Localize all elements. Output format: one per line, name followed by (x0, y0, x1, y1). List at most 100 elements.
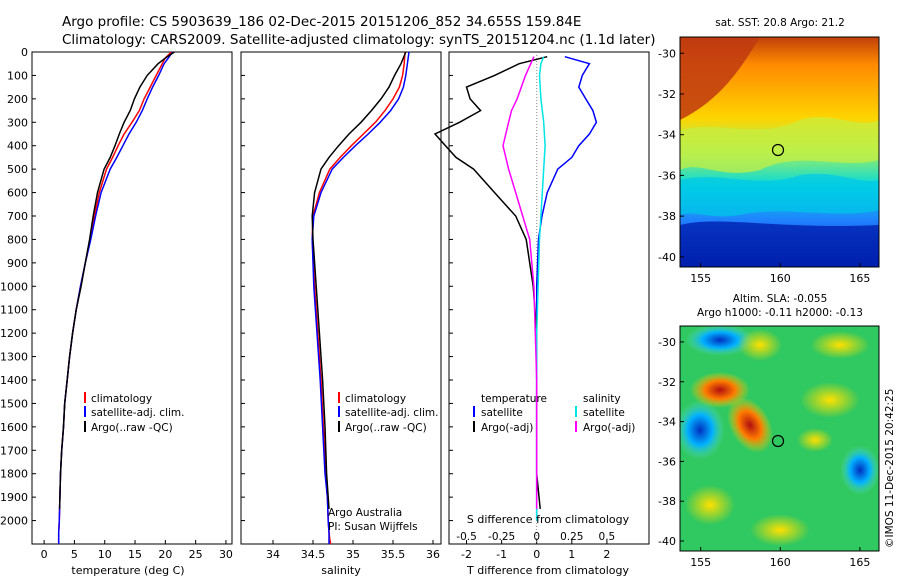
legend-satellite-adj: satellite-adj. clim. (345, 407, 438, 419)
legend-sal-satellite: satellite (583, 407, 625, 419)
x-tick-label: 2 (603, 548, 610, 561)
depth-tick-label: 1600 (0, 421, 28, 434)
depth-tick-label: 1300 (0, 351, 28, 364)
depth-tick-label: 500 (7, 163, 28, 176)
top-tick-label: -0.5 (456, 531, 477, 543)
x-tick-label: 20 (158, 548, 172, 561)
legend-argo: Argo(..raw -QC) (91, 422, 173, 434)
legend-satellite-adj: satellite-adj. clim. (91, 407, 184, 419)
salinity-legend: climatology satellite-adj. clim. Argo(..… (328, 392, 438, 533)
x-tick-label: 34.5 (301, 548, 326, 561)
depth-tick-label: 1800 (0, 468, 28, 481)
series-temperature-argo-adj- (433, 55, 548, 509)
series-salinity-argo-adj- (502, 56, 538, 509)
sla-argo-marker (771, 434, 785, 448)
lat-tick-label: -34 (658, 416, 676, 429)
sst-map-axes: 155 160 165 -30 -32 -34 -36 -38 -40 (658, 47, 870, 285)
x-tick-label: 34 (266, 548, 280, 561)
difference-panel-frame (448, 51, 650, 545)
series-salinity-satellite (535, 56, 546, 521)
lat-tick-label: -30 (658, 47, 676, 60)
depth-tick-label: 1200 (0, 327, 28, 340)
sla-map-image (680, 326, 879, 551)
lat-tick-label: -40 (658, 251, 676, 264)
x-tick-label: 35.5 (381, 548, 406, 561)
lon-tick-label: 155 (690, 272, 711, 285)
x-tick-label: 36 (426, 548, 440, 561)
lat-tick-label: -40 (658, 535, 676, 548)
legend-climatology: climatology (345, 393, 406, 405)
depth-tick-label: 2000 (0, 515, 28, 528)
series-climatology (57, 51, 172, 544)
depth-tick-label: 300 (7, 116, 28, 129)
x-tick-label: 30 (219, 548, 233, 561)
depth-tick-label: 100 (7, 69, 28, 82)
series-argo-raw-qc- (311, 51, 407, 509)
x-tick-label: 10 (98, 548, 112, 561)
temperature-xlabel: temperature (deg C) (71, 564, 184, 577)
x-tick-label: 25 (189, 548, 203, 561)
difference-legend: temperature salinity satellite Argo(-adj… (473, 393, 635, 434)
sst-map-frame (679, 36, 880, 268)
depth-tick-label: 200 (7, 93, 28, 106)
depth-tick-label: 1100 (0, 304, 28, 317)
depth-tick-label: 1700 (0, 444, 28, 457)
x-tick-label: 0 (41, 548, 48, 561)
legend-sal-argo: Argo(-adj) (583, 422, 635, 434)
salinity-xlabel: salinity (321, 564, 361, 577)
lat-tick-label: -38 (658, 210, 676, 223)
legend-temp-satellite: satellite (481, 407, 523, 419)
series-argo-raw-qc- (58, 51, 175, 509)
difference-plot: -2 -1 0 1 2 -0.5 -0.25 0 0.25 0.5 (433, 51, 616, 561)
x-tick-label: -1 (496, 548, 507, 561)
legend-argo: Argo(..raw -QC) (345, 422, 427, 434)
x-tick-label: 35 (346, 548, 360, 561)
depth-tick-label: 900 (7, 257, 28, 270)
sla-map-frame (679, 325, 880, 552)
lat-tick-label: -30 (658, 336, 676, 349)
temperature-legend: climatology satellite-adj. clim. Argo(..… (84, 392, 184, 434)
lat-tick-label: -34 (658, 129, 676, 142)
lon-tick-label: 165 (849, 556, 870, 569)
depth-tick-label: 700 (7, 210, 28, 223)
title-line-1: Argo profile: CS 5903639_186 02-Dec-2015… (62, 14, 581, 30)
lon-tick-label: 160 (770, 272, 791, 285)
depth-tick-label: 1400 (0, 374, 28, 387)
lat-tick-label: -32 (658, 88, 676, 101)
sla-map-title-2: Argo h1000: -0.11 h2000: -0.13 (697, 307, 863, 319)
x-tick-label: 0 (533, 548, 540, 561)
x-tick-label: 1 (568, 548, 575, 561)
salinity-panel-frame (240, 51, 442, 545)
difference-xlabel-top: S difference from climatology (467, 513, 630, 526)
lon-tick-label: 160 (770, 556, 791, 569)
top-tick-label: 0 (533, 531, 540, 543)
top-tick-label: 0.5 (599, 531, 616, 543)
legend-climatology: climatology (91, 393, 152, 405)
top-tick-label: -0.25 (488, 531, 515, 543)
series-satellite-adj-clim- (311, 51, 410, 544)
series-satellite-adj-clim- (57, 51, 174, 544)
x-tick-label: -2 (461, 548, 472, 561)
depth-tick-label: 400 (7, 140, 28, 153)
depth-tick-label: 1000 (0, 280, 28, 293)
top-tick-label: 0.25 (560, 531, 583, 543)
annotation-argo-australia: Argo Australia (328, 507, 402, 519)
series-temperature-satellite (535, 55, 598, 521)
legend-title-salinity: salinity (583, 393, 621, 405)
title-line-2: Climatology: CARS2009. Satellite-adjuste… (62, 32, 655, 48)
depth-tick-label: 1900 (0, 491, 28, 504)
annotation-pi: PI: Susan Wijffels (328, 521, 418, 533)
temperature-plot: 0 5 10 15 20 25 30 (32, 51, 233, 561)
depth-tick-label: 1500 (0, 397, 28, 410)
sst-argo-marker (771, 143, 785, 157)
depth-tick-label: 800 (7, 233, 28, 246)
x-tick-label: 15 (128, 548, 142, 561)
x-tick-label: 5 (71, 548, 78, 561)
legend-title-temperature: temperature (481, 393, 547, 405)
legend-temp-argo: Argo(-adj) (481, 422, 533, 434)
difference-xlabel: T difference from climatology (466, 564, 629, 577)
imos-credit: ©IMOS 11-Dec-2015 20:42:25 (884, 389, 896, 548)
sst-map-image (680, 37, 879, 267)
salinity-plot: 34 34.5 35 35.5 36 (241, 51, 440, 561)
